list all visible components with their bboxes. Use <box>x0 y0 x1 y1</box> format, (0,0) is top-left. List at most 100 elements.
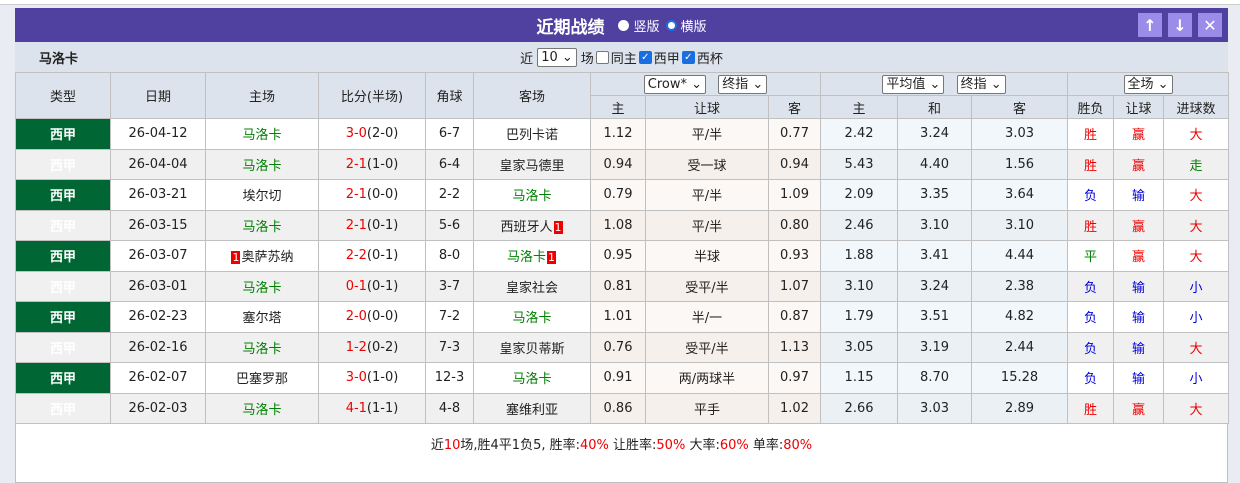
table-row: 西甲 26-02-23 塞尔塔 2-0(0-0) 7-2 马洛卡 1.01 半/… <box>15 301 1230 333</box>
eu-draw-odds: 3.03 <box>897 392 973 424</box>
result-ah: 输 <box>1113 270 1165 302</box>
result: 负 <box>1067 362 1115 394</box>
eu-draw-odds: 3.24 <box>897 118 973 150</box>
eu-home-odds: 3.05 <box>820 331 899 363</box>
close-icon[interactable]: ✕ <box>1198 13 1222 37</box>
score[interactable]: 3-0(2-0) <box>318 118 426 150</box>
eu-draw-odds: 3.24 <box>897 270 973 302</box>
away-team[interactable]: 皇家贝蒂斯 <box>473 331 591 363</box>
score[interactable]: 1-2(0-2) <box>318 331 426 363</box>
match-count-select[interactable]: 10 ⌄ <box>537 47 577 67</box>
league-badge[interactable]: 西甲 <box>15 179 111 211</box>
home-team[interactable]: 马洛卡 <box>205 331 319 363</box>
league-badge[interactable]: 西甲 <box>15 331 111 363</box>
away-team[interactable]: 西班牙人 1 <box>473 209 591 241</box>
eu-draw-odds: 3.19 <box>897 331 973 363</box>
score[interactable]: 2-1(0-0) <box>318 179 426 211</box>
period-select[interactable]: 全场 ⌄ <box>1123 74 1173 94</box>
home-team[interactable]: 马洛卡 <box>205 270 319 302</box>
score[interactable]: 4-1(1-1) <box>318 392 426 424</box>
result-goals: 大 <box>1163 392 1230 424</box>
league-badge[interactable]: 西甲 <box>15 392 111 424</box>
away-team[interactable]: 马洛卡 1 <box>473 240 591 272</box>
league-badge[interactable]: 西甲 <box>15 209 111 241</box>
ah-home-odds: 1.01 <box>590 301 646 333</box>
eu-draw-odds: 4.40 <box>897 148 973 180</box>
league-badge[interactable]: 西甲 <box>15 362 111 394</box>
panel-title: 近期战绩 <box>536 17 605 38</box>
arrow-up-icon[interactable]: ↑ <box>1138 13 1162 37</box>
col-eu-home: 主 <box>820 95 899 119</box>
panel-header: 近期战绩 竖版 横版 ↑ ↓ ✕ <box>15 8 1228 42</box>
eu-home-odds: 2.66 <box>820 392 899 424</box>
match-date: 26-02-03 <box>110 392 206 424</box>
score[interactable]: 2-0(0-0) <box>318 301 426 333</box>
home-team[interactable]: 马洛卡 <box>205 118 319 150</box>
avg-mode-select[interactable]: 终指 ⌄ <box>956 74 1006 94</box>
ah-away-odds: 1.07 <box>767 270 822 302</box>
arrow-down-icon[interactable]: ↓ <box>1168 13 1192 37</box>
corners: 4-8 <box>425 392 474 424</box>
away-team[interactable]: 巴列卡诺 <box>473 118 591 150</box>
eu-draw-odds: 3.35 <box>897 179 973 211</box>
home-team[interactable]: 塞尔塔 <box>205 301 319 333</box>
result-ah: 输 <box>1113 301 1165 333</box>
home-team[interactable]: 巴塞罗那 <box>205 362 319 394</box>
avg-select[interactable]: 平均值 ⌄ <box>882 74 945 94</box>
home-team[interactable]: 马洛卡 <box>205 209 319 241</box>
ah-line: 两/两球半 <box>645 362 769 394</box>
same-home-label: 同主 <box>610 51 637 67</box>
result: 胜 <box>1067 209 1115 241</box>
ah-line: 半/一 <box>645 301 769 333</box>
score[interactable]: 3-0(1-0) <box>318 362 426 394</box>
recent-record-panel: 近期战绩 竖版 横版 ↑ ↓ ✕ 马洛卡 近 10 ⌄ 场 同主 ✓ 西甲 ✓ 西杯… <box>15 8 1230 483</box>
ah-line: 平手 <box>645 392 769 424</box>
eu-away-odds: 2.38 <box>971 270 1069 302</box>
eu-draw-odds: 3.51 <box>897 301 973 333</box>
home-team[interactable]: 1 奥萨苏纳 <box>205 240 319 272</box>
radio-vertical[interactable] <box>618 19 630 31</box>
table-row: 西甲 26-02-16 马洛卡 1-2(0-2) 7-3 皇家贝蒂斯 0.76 … <box>15 331 1230 363</box>
company-select[interactable]: Crow* ⌄ <box>643 74 707 94</box>
result-ah: 赢 <box>1113 392 1165 424</box>
col-date: 日期 <box>110 72 206 119</box>
match-date: 26-02-16 <box>110 331 206 363</box>
league-badge[interactable]: 西甲 <box>15 270 111 302</box>
eu-home-odds: 5.43 <box>820 148 899 180</box>
col-eu-draw: 和 <box>897 95 973 119</box>
score[interactable]: 0-1(0-1) <box>318 270 426 302</box>
league-badge[interactable]: 西甲 <box>15 301 111 333</box>
match-date: 26-03-01 <box>110 270 206 302</box>
odds-mode-select[interactable]: 终指 ⌄ <box>718 74 768 94</box>
away-team[interactable]: 皇家社会 <box>473 270 591 302</box>
corners: 12-3 <box>425 362 474 394</box>
home-team[interactable]: 马洛卡 <box>205 148 319 180</box>
eu-away-odds: 2.44 <box>971 331 1069 363</box>
league-badge[interactable]: 西甲 <box>15 148 111 180</box>
away-team[interactable]: 马洛卡 <box>473 301 591 333</box>
radio-horizontal[interactable] <box>665 19 677 31</box>
same-home-checkbox[interactable] <box>595 50 609 64</box>
home-team[interactable]: 埃尔切 <box>205 179 319 211</box>
away-team[interactable]: 马洛卡 <box>473 362 591 394</box>
away-team[interactable]: 皇家马德里 <box>473 148 591 180</box>
table-row: 西甲 26-04-04 马洛卡 2-1(1-0) 6-4 皇家马德里 0.94 … <box>15 148 1230 180</box>
result-goals: 小 <box>1163 362 1230 394</box>
score[interactable]: 2-2(0-1) <box>318 240 426 272</box>
red-card-icon: 1 <box>547 251 556 265</box>
league-badge[interactable]: 西甲 <box>15 240 111 272</box>
league-label: 西杯 <box>696 51 723 67</box>
away-team[interactable]: 塞维利亚 <box>473 392 591 424</box>
table-row: 西甲 26-04-12 马洛卡 3-0(2-0) 6-7 巴列卡诺 1.12 平… <box>15 118 1230 150</box>
home-team[interactable]: 马洛卡 <box>205 392 319 424</box>
away-team[interactable]: 马洛卡 <box>473 179 591 211</box>
table-row: 西甲 26-03-01 马洛卡 0-1(0-1) 3-7 皇家社会 0.81 受… <box>15 270 1230 302</box>
league-badge[interactable]: 西甲 <box>15 118 111 150</box>
col-eu-away: 客 <box>971 95 1069 119</box>
corners: 3-7 <box>425 270 474 302</box>
league-checkbox-copa[interactable]: ✓ <box>681 50 695 64</box>
result-goals: 大 <box>1163 209 1230 241</box>
score[interactable]: 2-1(0-1) <box>318 209 426 241</box>
score[interactable]: 2-1(1-0) <box>318 148 426 180</box>
league-checkbox-laliga[interactable]: ✓ <box>638 50 652 64</box>
